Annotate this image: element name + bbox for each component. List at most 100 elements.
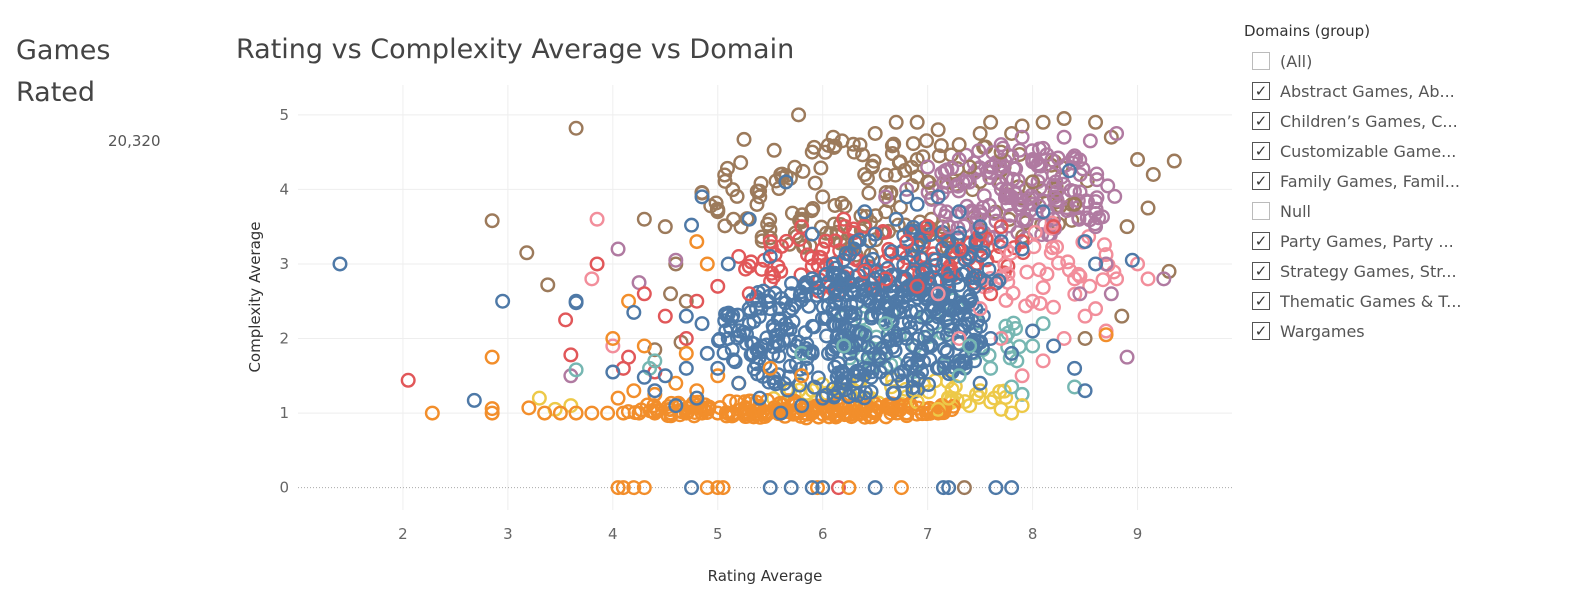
- data-point[interactable]: [1056, 111, 1072, 127]
- data-point[interactable]: [852, 337, 868, 353]
- data-point[interactable]: [996, 383, 1012, 399]
- data-point[interactable]: [1088, 114, 1104, 130]
- data-point[interactable]: [951, 368, 967, 384]
- data-point[interactable]: [796, 239, 812, 255]
- data-point[interactable]: [568, 362, 584, 378]
- data-point[interactable]: [668, 398, 684, 414]
- data-point[interactable]: [741, 405, 757, 421]
- data-point[interactable]: [668, 375, 684, 391]
- data-point[interactable]: [1107, 188, 1123, 204]
- data-point[interactable]: [1067, 148, 1083, 164]
- data-point[interactable]: [807, 175, 823, 191]
- data-point[interactable]: [820, 405, 836, 421]
- data-point[interactable]: [726, 211, 742, 227]
- data-point[interactable]: [828, 339, 844, 355]
- data-point[interactable]: [971, 143, 987, 159]
- data-point[interactable]: [720, 256, 736, 272]
- data-point[interactable]: [830, 356, 846, 372]
- data-point[interactable]: [738, 326, 754, 342]
- data-point[interactable]: [901, 314, 917, 330]
- data-point[interactable]: [865, 281, 881, 297]
- data-point[interactable]: [967, 353, 983, 369]
- data-point[interactable]: [804, 345, 820, 361]
- data-point[interactable]: [1114, 308, 1130, 324]
- data-point[interactable]: [1005, 285, 1021, 301]
- data-point[interactable]: [1156, 271, 1172, 287]
- data-point[interactable]: [1072, 184, 1088, 200]
- data-point[interactable]: [610, 480, 626, 496]
- data-point[interactable]: [773, 263, 789, 279]
- checkbox[interactable]: ✓: [1252, 262, 1270, 280]
- data-point[interactable]: [710, 204, 726, 220]
- data-point[interactable]: [884, 244, 900, 260]
- data-point[interactable]: [833, 365, 849, 381]
- data-point[interactable]: [589, 256, 605, 272]
- data-point[interactable]: [857, 166, 873, 182]
- data-point[interactable]: [778, 174, 794, 190]
- data-point[interactable]: [806, 319, 822, 335]
- data-point[interactable]: [657, 219, 673, 235]
- data-point[interactable]: [804, 226, 820, 242]
- data-point[interactable]: [897, 163, 913, 179]
- data-point[interactable]: [1056, 331, 1072, 347]
- data-point[interactable]: [762, 301, 778, 317]
- data-point[interactable]: [1046, 338, 1062, 354]
- data-point[interactable]: [909, 316, 925, 332]
- data-point[interactable]: [941, 390, 957, 406]
- data-point[interactable]: [878, 204, 894, 220]
- data-point[interactable]: [894, 364, 910, 380]
- data-point[interactable]: [1004, 189, 1020, 205]
- data-point[interactable]: [936, 174, 952, 190]
- data-point[interactable]: [801, 298, 817, 314]
- data-point[interactable]: [783, 286, 799, 302]
- data-point[interactable]: [928, 258, 944, 274]
- data-point[interactable]: [1070, 193, 1086, 209]
- data-point[interactable]: [1067, 286, 1083, 302]
- data-point[interactable]: [850, 387, 866, 403]
- data-point[interactable]: [972, 375, 988, 391]
- data-point[interactable]: [1035, 316, 1051, 332]
- data-point[interactable]: [878, 167, 894, 183]
- data-point[interactable]: [1088, 256, 1104, 272]
- data-point[interactable]: [684, 480, 700, 496]
- data-point[interactable]: [854, 325, 870, 341]
- data-point[interactable]: [951, 204, 967, 220]
- data-point[interactable]: [1035, 353, 1051, 369]
- data-point[interactable]: [972, 226, 988, 242]
- data-point[interactable]: [813, 250, 829, 266]
- data-point[interactable]: [899, 234, 915, 250]
- data-point[interactable]: [836, 338, 852, 354]
- data-point[interactable]: [843, 409, 859, 425]
- data-point[interactable]: [941, 480, 957, 496]
- data-point[interactable]: [1014, 197, 1030, 213]
- data-point[interactable]: [689, 390, 705, 406]
- data-point[interactable]: [746, 361, 762, 377]
- data-point[interactable]: [826, 139, 842, 155]
- data-point[interactable]: [999, 170, 1015, 186]
- data-point[interactable]: [699, 480, 715, 496]
- data-point[interactable]: [754, 229, 770, 245]
- data-point[interactable]: [636, 369, 652, 385]
- checkbox[interactable]: [1252, 52, 1270, 70]
- data-point[interactable]: [1025, 174, 1041, 190]
- data-point[interactable]: [804, 480, 820, 496]
- legend-item[interactable]: ✓ Wargames: [1244, 316, 1564, 346]
- data-point[interactable]: [762, 212, 778, 228]
- data-point[interactable]: [878, 345, 894, 361]
- data-point[interactable]: [1014, 118, 1030, 134]
- data-point[interactable]: [972, 301, 988, 317]
- checkbox[interactable]: ✓: [1252, 82, 1270, 100]
- data-point[interactable]: [678, 360, 694, 376]
- data-point[interactable]: [934, 165, 950, 181]
- data-point[interactable]: [827, 197, 843, 213]
- data-point[interactable]: [741, 211, 757, 227]
- data-point[interactable]: [934, 290, 950, 306]
- data-point[interactable]: [647, 405, 663, 421]
- data-point[interactable]: [930, 286, 946, 302]
- data-point[interactable]: [847, 306, 863, 322]
- data-point[interactable]: [905, 379, 921, 395]
- data-point[interactable]: [1043, 245, 1059, 261]
- data-point[interactable]: [930, 405, 946, 421]
- data-point[interactable]: [855, 147, 871, 163]
- data-point[interactable]: [804, 250, 820, 266]
